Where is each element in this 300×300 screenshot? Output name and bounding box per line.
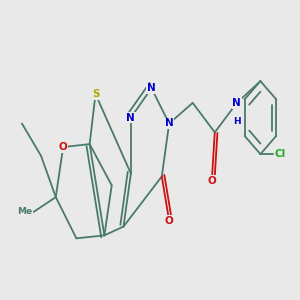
Text: Cl: Cl	[275, 149, 286, 159]
Text: N: N	[165, 118, 173, 128]
Text: Me: Me	[17, 207, 32, 216]
Text: H: H	[233, 117, 241, 126]
Text: O: O	[165, 216, 173, 226]
Text: N: N	[232, 98, 241, 108]
Text: S: S	[92, 89, 99, 99]
Text: N: N	[147, 83, 156, 93]
Text: N: N	[127, 112, 135, 123]
Text: O: O	[59, 142, 68, 152]
Text: O: O	[208, 176, 216, 186]
